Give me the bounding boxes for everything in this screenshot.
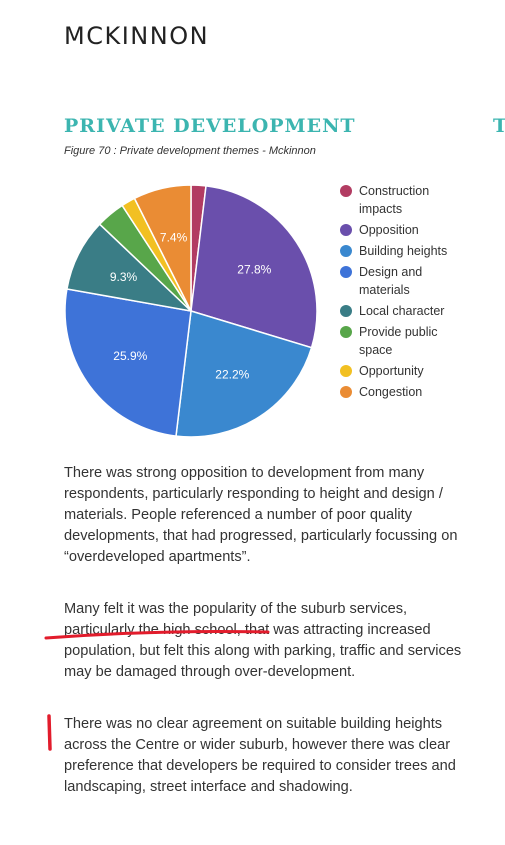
legend-swatch (340, 266, 352, 278)
legend-item-local-character: Local character (340, 302, 470, 320)
pie-slice-design-and-materials (64, 288, 192, 437)
legend-item-opportunity: Opportunity (340, 362, 470, 380)
pie-chart: 27.8% 22.2% 25.9% 9.3% 7.4% (64, 184, 318, 438)
legend-item-congestion: Congestion (340, 383, 470, 401)
legend-label: Construction impacts (359, 184, 430, 216)
paragraph-building-heights: There was no clear agreement on suitable… (64, 716, 456, 795)
pie-data-label: 9.3% (110, 270, 138, 284)
section-title: PRIVATE DEVELOPMENT (64, 115, 356, 137)
legend-swatch (340, 326, 352, 338)
pie-data-label: 27.8% (237, 263, 271, 277)
legend-swatch (340, 386, 352, 398)
pie-slice-congestion (133, 184, 192, 312)
margin-mark-stroke (47, 714, 52, 751)
legend-swatch (340, 224, 352, 236)
legend-item-opposition: Opposition (340, 221, 470, 239)
paragraph-popularity: Many felt it was the popularity of the s… (64, 601, 462, 680)
legend-item-building-heights: Building heights (340, 242, 470, 260)
legend-label: Congestion (359, 385, 423, 399)
legend-label: Building heights (359, 244, 448, 258)
legend-label: Local character (359, 304, 445, 318)
pie-slice-opposition (190, 185, 318, 349)
brand-title: MCKINNON (64, 22, 210, 50)
pie-data-label: 7.4% (160, 230, 188, 244)
next-section-title-fragment: TO (493, 115, 505, 137)
red-margin-mark-annotation (47, 714, 52, 751)
legend-item-provide-public-space: Provide public space (340, 323, 470, 359)
pie-data-label: 25.9% (113, 349, 147, 363)
figure-caption: Figure 70 : Private development themes -… (64, 145, 316, 157)
legend-label: Opposition (359, 223, 419, 237)
pie-slice-building-heights (175, 310, 313, 438)
legend-swatch (340, 365, 352, 377)
legend-label: Design and materials (359, 265, 423, 297)
pie-data-label: 22.2% (215, 367, 249, 381)
chart-legend: Construction impacts Opposition Building… (340, 182, 470, 404)
legend-label: Provide public space (359, 325, 438, 357)
legend-item-construction-impacts: Construction impacts (340, 182, 470, 218)
legend-swatch (340, 185, 352, 197)
legend-swatch (340, 245, 352, 257)
legend-item-design-and-materials: Design and materials (340, 263, 470, 299)
legend-label: Opportunity (359, 364, 424, 378)
paragraph-opposition: There was strong opposition to developme… (64, 465, 458, 565)
legend-swatch (340, 305, 352, 317)
